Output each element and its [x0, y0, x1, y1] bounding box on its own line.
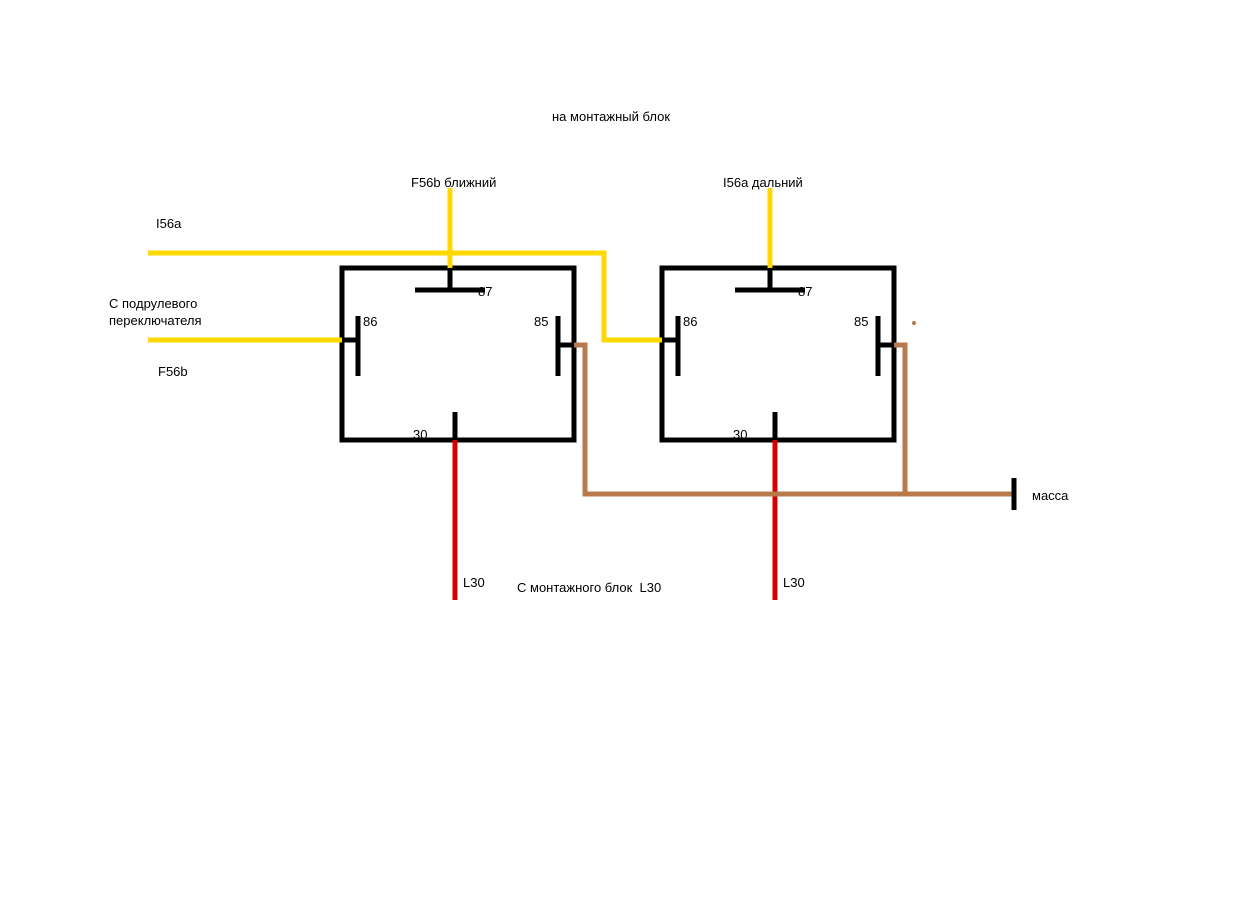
label-f56b-top: F56b ближний — [411, 175, 496, 192]
label-pin87-left: 87 — [478, 284, 492, 301]
stray-dot — [912, 321, 916, 325]
label-l30-right: L30 — [783, 575, 805, 592]
label-switch-left: С подрулевого переключателя — [109, 296, 202, 330]
relay-right-box — [662, 268, 894, 440]
label-massa: масса — [1032, 488, 1068, 505]
label-pin85-left: 85 — [534, 314, 548, 331]
label-pin87-right: 87 — [798, 284, 812, 301]
label-bottom-center: С монтажного блок L30 — [517, 580, 661, 597]
wiring-svg — [0, 0, 1249, 913]
label-f56b-left: F56b — [158, 364, 188, 381]
relay-left-box — [342, 268, 574, 440]
label-pin30-right: 30 — [733, 427, 747, 444]
label-pin86-left: 86 — [363, 314, 377, 331]
label-title-top: на монтажный блок — [552, 109, 670, 126]
label-pin30-left: 30 — [413, 427, 427, 444]
diagram-stage: на монтажный блок F56b ближний I56a даль… — [0, 0, 1249, 913]
label-pin86-right: 86 — [683, 314, 697, 331]
wire-brown-from-left85 — [574, 345, 1014, 494]
label-pin85-right: 85 — [854, 314, 868, 331]
label-i56a-left: I56a — [156, 216, 181, 233]
label-i56a-top: I56a дальний — [723, 175, 803, 192]
label-l30-left: L30 — [463, 575, 485, 592]
